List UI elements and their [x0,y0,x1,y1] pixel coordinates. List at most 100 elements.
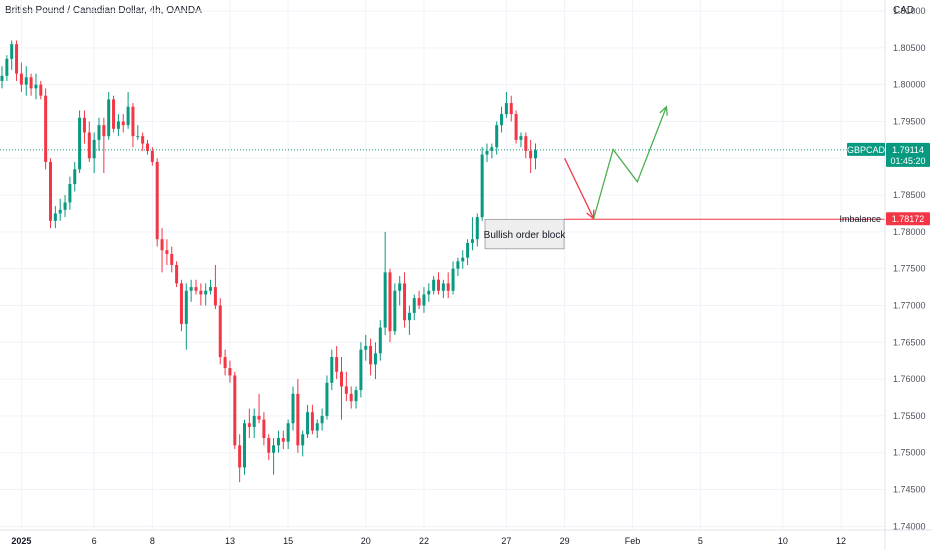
candle-body [301,434,305,446]
candle-body [393,290,397,332]
candle-body [485,150,489,155]
price-tick-label: 1.78000 [893,227,926,237]
price-axis[interactable]: 1.810001.805001.800001.795001.790001.785… [893,6,926,531]
candle-body [286,423,290,442]
candle-body [276,437,280,446]
order-block-zone[interactable] [484,218,565,250]
symbol-tag [847,142,885,156]
candle-body [427,290,431,295]
candle-body [34,84,38,89]
candle-body [306,412,310,435]
candle-body [228,368,232,376]
imbalance-price-tag [886,212,930,226]
candle-body [383,272,387,328]
imbalance-label: Imbalance [839,214,881,224]
candle-body [514,114,518,140]
candle-body [252,415,256,427]
date-tick-label: 15 [283,536,293,546]
candle-body [141,136,145,144]
candle-body [73,169,77,185]
candle-body [325,382,329,416]
candle-body [68,184,72,203]
candle-body [116,121,120,129]
candle-body [315,423,319,431]
candle-body [296,393,300,446]
candle-body [359,349,363,391]
candle-body [209,287,213,291]
candle-body [78,117,82,170]
candle-body [451,268,455,291]
candle-body [267,437,271,453]
order-block-label: Bullish order block [484,230,567,241]
candle-body [97,125,101,140]
candle-body [534,150,537,159]
candle-body [373,353,377,365]
price-tick-label: 1.80500 [893,43,926,53]
price-tick-label: 1.76500 [893,337,926,347]
candle-body [44,95,48,162]
chart-title: British Pound / Canadian Dollar, 4h, OAN… [5,5,202,16]
date-tick-label: 2025 [11,536,31,546]
candle-body [0,75,4,81]
candle-body [19,73,23,85]
candle-body [475,217,479,240]
candle-body [136,136,140,138]
projection-arrowhead-up [659,105,668,116]
date-tick-label: 12 [836,536,846,546]
candle-body [340,371,343,387]
candle-body [175,265,179,284]
candle-body [5,58,9,76]
price-tick-label: 1.78500 [893,190,926,200]
candle-body [446,283,450,291]
candle-body [461,257,465,262]
candle-body [524,136,528,151]
candle-body [189,287,193,291]
candle-body [310,412,314,431]
candle-body [519,136,523,140]
candle-body [257,415,261,420]
price-tick-label: 1.75500 [893,411,926,421]
candle-body [281,437,285,442]
candle-body [146,143,149,151]
candle-body [432,279,436,291]
candle-body [378,327,382,354]
candle-body [349,393,353,402]
date-axis[interactable]: 2025 6 8 13 15 20 22 27 29 Feb 5 10 12 [11,536,846,546]
currency-label: CAD [893,5,915,16]
candle-body [470,239,474,243]
candle-body [10,44,14,59]
candle-body [233,375,237,446]
candle-body [422,294,426,306]
price-tick-label: 1.75000 [893,448,926,458]
candle-body [184,290,188,324]
candle-body [291,393,295,424]
date-tick-label: 10 [778,536,788,546]
price-tick-label: 1.74000 [893,521,926,531]
candle-body [412,298,416,313]
candle-body [102,125,106,137]
candle-body [495,125,499,148]
candle-body [500,114,504,126]
candle-body [509,103,513,115]
candle-body [39,84,43,96]
date-tick-label: 29 [560,536,570,546]
projection-arrow-down [564,157,595,219]
current-price-tag [886,142,930,167]
date-tick-label: 20 [361,536,371,546]
candle-body [92,139,96,159]
candle-body [354,390,358,402]
candle-body [155,161,159,240]
candle-body [320,415,324,424]
candle-body [121,121,125,126]
projection-arrow-up [593,106,668,219]
date-tick-label: 6 [92,536,97,546]
candle-body [369,345,373,365]
candle-body [262,419,266,438]
candle-body [456,261,460,269]
candle-body [330,357,334,383]
candle-body [15,44,19,74]
candle-body [179,283,183,324]
candle-body [29,77,33,89]
date-tick-label: 8 [150,536,155,546]
